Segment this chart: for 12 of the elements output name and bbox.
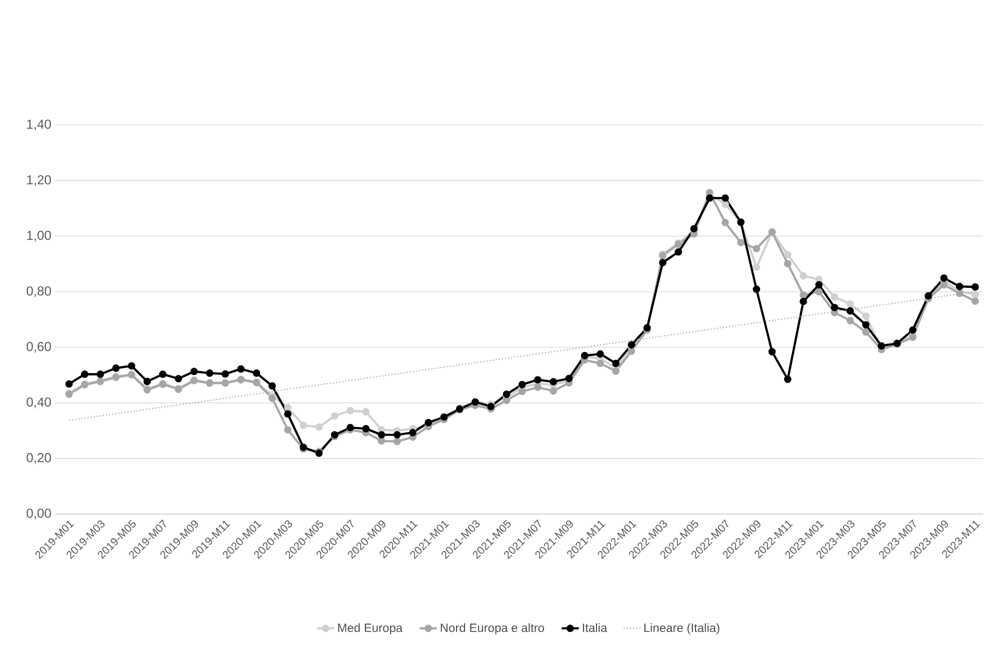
y-tick-label: 0,40 <box>26 397 51 408</box>
y-tick-label: 1,20 <box>27 175 51 186</box>
legend-label: Italia <box>582 623 608 632</box>
legend-label: Med Europa <box>338 623 403 634</box>
y-tick-label: 1,40 <box>27 120 51 130</box>
y-tick-label: 0,60 <box>26 342 51 353</box>
y-tick-label: 0,20 <box>26 453 51 464</box>
y-tick-label: 0,80 <box>26 286 51 298</box>
legend-label: Lineare (Italia) <box>644 623 720 634</box>
legend-label: Nord Europa e altro <box>440 623 544 634</box>
y-tick-label: 0,00 <box>26 508 51 520</box>
y-tick-label: 1,00 <box>27 230 51 242</box>
